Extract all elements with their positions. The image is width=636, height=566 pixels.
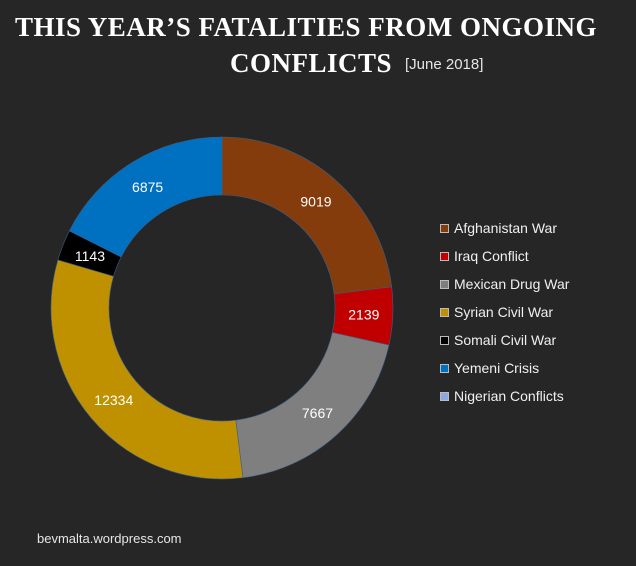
legend-item-afghanistan-war: Afghanistan War (440, 214, 569, 242)
legend-swatch (440, 223, 449, 233)
legend-label: Afghanistan War (454, 220, 557, 236)
legend-label: Somali Civil War (454, 332, 557, 348)
chart-legend: Afghanistan War Iraq Conflict Mexican Drug… (440, 214, 569, 410)
slice-afghanistan-war (221, 136, 393, 295)
legend-item-yemeni-crisis: Yemeni Crisis (440, 354, 569, 382)
source-credit: bevmalta.wordpress.com (37, 531, 182, 546)
data-label-syrian-civil-war: 12334 (94, 392, 133, 408)
data-label-somali-civil-war: 1143 (75, 248, 105, 264)
data-label-mexican-drug-war: 7667 (302, 405, 333, 421)
legend-label: Yemeni Crisis (454, 360, 540, 376)
legend-swatch (440, 307, 449, 317)
slice-yemeni-crisis (68, 136, 223, 258)
data-label-iraq-conflict: 2139 (348, 307, 379, 323)
legend-label: Nigerian Conflicts (454, 388, 564, 404)
chart-title-line2: CONFLICTS (230, 48, 393, 78)
legend-swatch (440, 391, 449, 401)
legend-swatch (440, 335, 449, 345)
legend-label: Mexican Drug War (454, 276, 570, 292)
chart-subtitle: [June 2018] (405, 56, 484, 73)
data-label-yemeni-crisis: 6875 (132, 179, 163, 195)
legend-item-mexican-drug-war: Mexican Drug War (440, 270, 569, 298)
legend-label: Iraq Conflict (454, 248, 529, 264)
data-label-afghanistan-war: 9019 (300, 194, 331, 210)
legend-item-syrian-civil-war: Syrian Civil War (440, 298, 569, 326)
legend-item-iraq-conflict: Iraq Conflict (440, 242, 569, 270)
legend-item-somali-civil-war: Somali Civil War (440, 326, 569, 354)
legend-label: Syrian Civil War (454, 304, 554, 320)
legend-swatch (440, 363, 449, 373)
legend-item-nigerian-conflicts: Nigerian Conflicts (440, 382, 569, 410)
legend-swatch (440, 251, 449, 261)
legend-swatch (440, 279, 449, 289)
slice-syrian-civil-war (50, 259, 244, 480)
chart-title-line1: THIS YEAR’S FATALITIES FROM ONGOING (14, 12, 598, 42)
